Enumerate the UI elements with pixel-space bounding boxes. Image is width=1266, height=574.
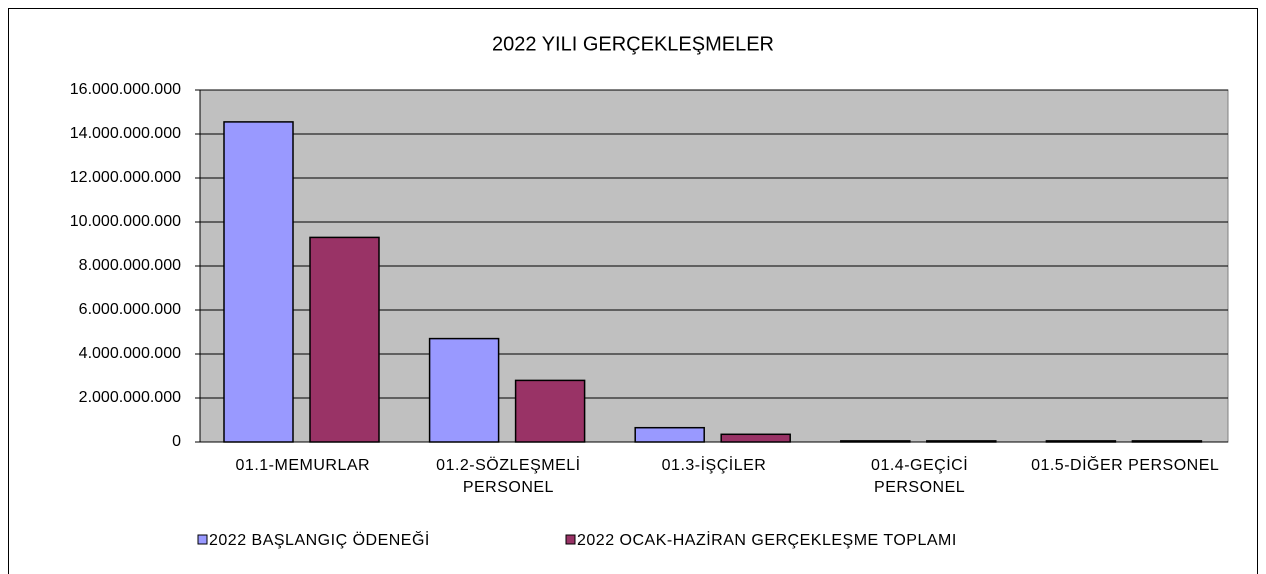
- legend-swatch: [565, 534, 576, 545]
- bar: [926, 440, 997, 443]
- bar: [720, 433, 791, 443]
- y-tick-label: 14.000.000.000: [70, 125, 181, 142]
- y-tick-label: 6.000.000.000: [79, 301, 181, 318]
- legend-swatch: [197, 534, 208, 545]
- bar: [428, 337, 500, 443]
- bar: [840, 440, 911, 443]
- legend-label: 2022 OCAK-HAZİRAN GERÇEKLEŞME TOPLAMI: [577, 530, 957, 549]
- legend-label: 2022 BAŞLANGIÇ ÖDENEĞİ: [209, 530, 430, 549]
- y-tick-label: 10.000.000.000: [70, 213, 181, 230]
- bar: [634, 426, 705, 443]
- bar: [309, 236, 380, 443]
- y-tick-label: 2.000.000.000: [79, 389, 181, 406]
- y-tick-label: 4.000.000.000: [79, 345, 181, 362]
- y-tick-label: 12.000.000.000: [70, 169, 181, 186]
- y-tick-label: 16.000.000.000: [70, 81, 181, 98]
- bar: [223, 121, 294, 443]
- x-tick-label: 01.1-MEMURLAR: [235, 457, 371, 474]
- x-tick-label: 01.3-İŞÇİLER: [661, 457, 767, 474]
- x-tick-label: 01.5-DİĞER PERSONEL: [1031, 457, 1220, 474]
- x-tick-label: 01.2-SÖZLEŞMELİ PERSONEL: [436, 457, 581, 496]
- y-tick-label: 8.000.000.000: [79, 257, 181, 274]
- chart-title: 2022 YILI GERÇEKLEŞMELER: [492, 33, 774, 55]
- bar: [1131, 440, 1203, 443]
- bar: [514, 379, 586, 443]
- y-tick-label: 0: [172, 433, 181, 450]
- x-tick-label: 01.4-GEÇİCİ PERSONEL: [871, 457, 969, 496]
- bar: [1045, 440, 1117, 443]
